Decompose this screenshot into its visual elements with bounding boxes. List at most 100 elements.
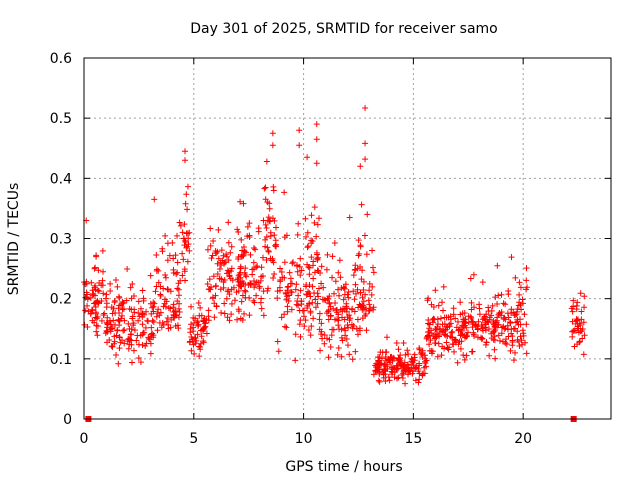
data-point (98, 297, 105, 304)
data-point (202, 323, 209, 330)
data-point (378, 355, 385, 362)
data-point (108, 304, 115, 311)
data-point (263, 233, 270, 240)
data-point (144, 317, 151, 324)
data-point (353, 290, 360, 297)
data-point (355, 237, 362, 244)
data-point (275, 348, 282, 355)
data-point (476, 311, 483, 318)
data-point (363, 327, 370, 334)
data-point (308, 212, 315, 219)
data-point (293, 281, 300, 288)
data-point (485, 304, 492, 311)
data-point (481, 314, 488, 321)
data-point (450, 305, 457, 312)
data-point (140, 295, 147, 302)
data-point (93, 322, 100, 329)
data-point (195, 322, 202, 329)
data-point (128, 359, 135, 366)
data-point (365, 297, 372, 304)
data-point (314, 255, 321, 262)
data-point (358, 201, 365, 208)
data-point (370, 371, 377, 378)
data-point (426, 325, 433, 332)
x-axis-label: GPS time / hours (285, 459, 402, 475)
data-point (329, 274, 336, 281)
data-point (376, 354, 383, 361)
data-point (242, 288, 249, 295)
data-point (99, 247, 106, 254)
data-point (228, 286, 235, 293)
data-point (325, 316, 332, 323)
data-point (573, 302, 580, 309)
data-point (502, 336, 509, 343)
data-point (311, 219, 318, 226)
data-point (184, 258, 191, 265)
data-point (137, 359, 144, 366)
data-point (332, 278, 339, 285)
data-point (128, 326, 135, 333)
data-point (181, 266, 188, 273)
data-point (415, 368, 422, 375)
data-point (372, 368, 379, 375)
data-point (449, 334, 456, 341)
data-point (447, 313, 454, 320)
data-point (109, 310, 116, 317)
data-point (258, 264, 265, 271)
y-tick-label: 0 (63, 412, 72, 428)
data-point (154, 310, 161, 317)
data-point (157, 309, 164, 316)
data-point (312, 296, 319, 303)
data-point (191, 350, 198, 357)
data-point (335, 311, 342, 318)
data-point (147, 350, 154, 357)
data-point (289, 260, 296, 267)
data-point (174, 285, 181, 292)
data-point (87, 294, 94, 301)
data-point (260, 312, 267, 319)
data-point (139, 310, 146, 317)
data-point (162, 274, 169, 281)
data-point (297, 287, 304, 294)
data-point (304, 305, 311, 312)
data-point (240, 244, 247, 251)
data-point (190, 314, 197, 321)
data-point (298, 267, 305, 274)
data-point (235, 306, 242, 313)
data-point (370, 304, 377, 311)
data-point (284, 293, 291, 300)
x-tick-label: 20 (514, 431, 532, 447)
data-point (368, 291, 375, 298)
data-point (139, 321, 146, 328)
data-point (321, 296, 328, 303)
data-point (315, 293, 322, 300)
data-point (153, 283, 160, 290)
data-point (283, 296, 290, 303)
data-point (196, 353, 203, 360)
data-point (570, 303, 577, 310)
data-point (494, 314, 501, 321)
data-point (154, 327, 161, 334)
data-point (128, 331, 135, 338)
data-point (425, 320, 432, 327)
data-point (581, 293, 588, 300)
data-point (521, 311, 528, 318)
data-point (103, 291, 110, 298)
data-point (128, 295, 135, 302)
data-point (113, 352, 120, 359)
plot-frame (83, 57, 612, 420)
data-point (400, 339, 407, 346)
data-point (572, 320, 579, 327)
data-point (302, 317, 309, 324)
data-point (333, 306, 340, 313)
data-point (345, 288, 352, 295)
data-point (478, 322, 485, 329)
data-point (95, 288, 102, 295)
data-point (575, 316, 582, 323)
data-point (454, 359, 461, 366)
data-point (315, 254, 322, 261)
data-point (329, 253, 336, 260)
data-point (500, 300, 507, 307)
data-point (175, 325, 182, 332)
data-point (325, 354, 332, 361)
